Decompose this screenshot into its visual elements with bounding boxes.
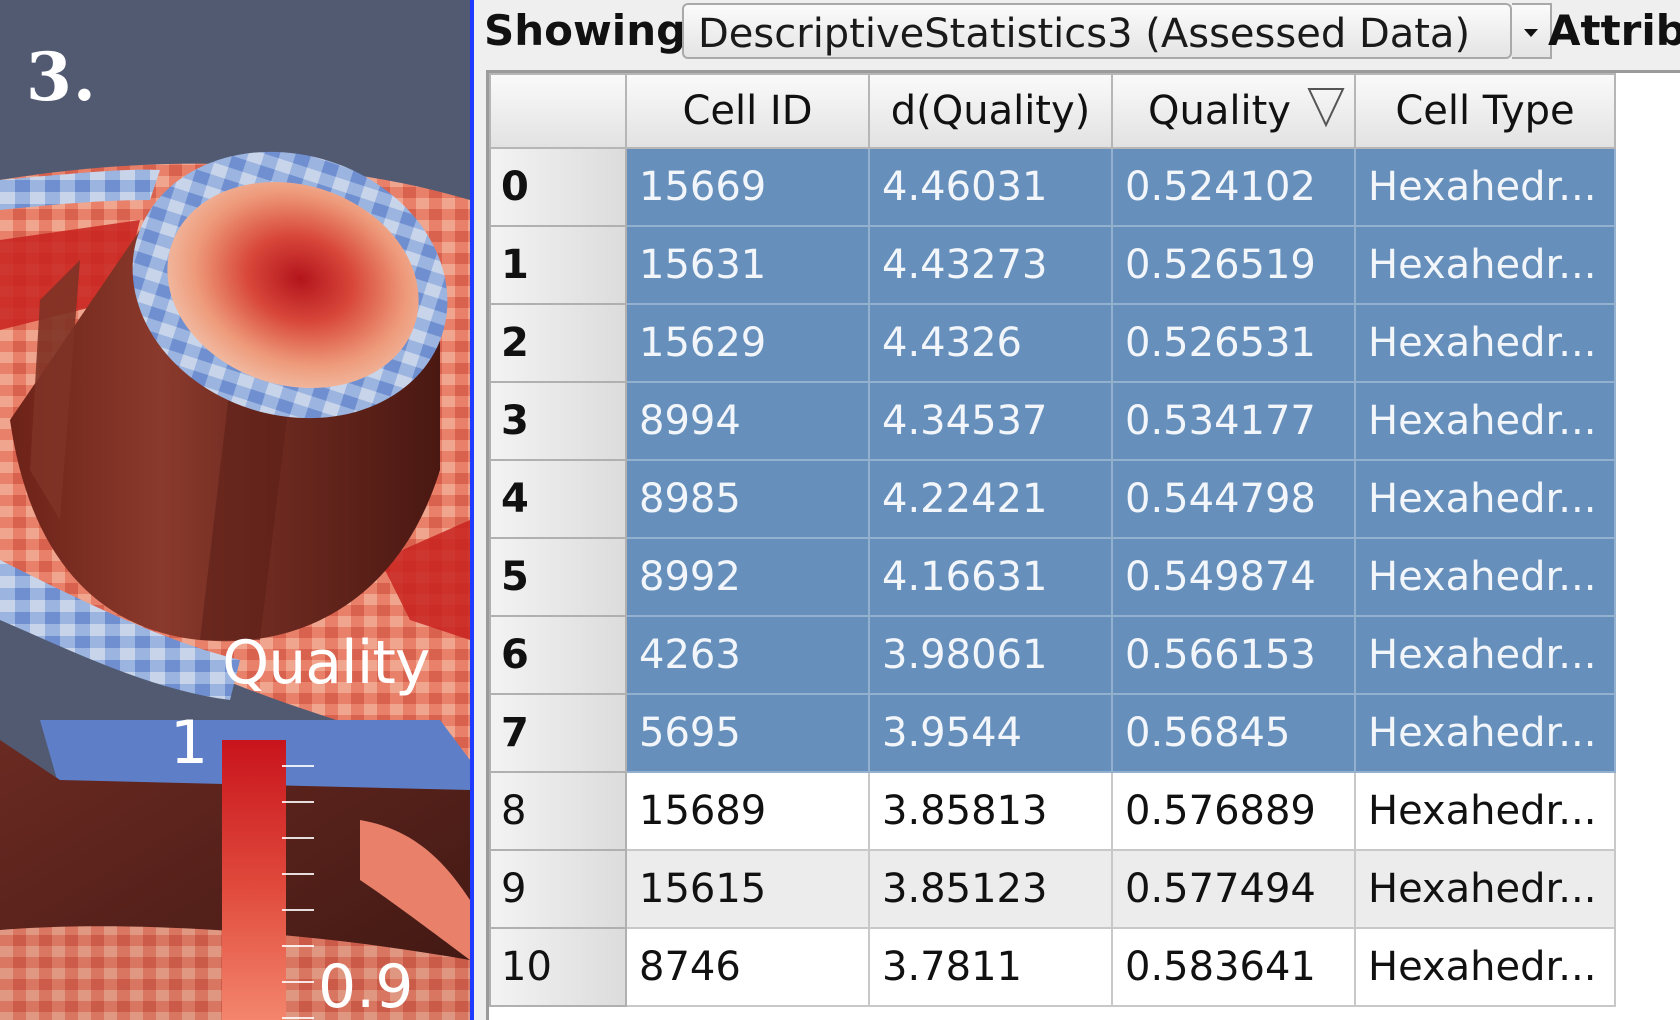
quality-cell[interactable]: 0.526531 — [1111, 303, 1356, 383]
cell-type-cell[interactable]: Hexahedr... — [1354, 303, 1616, 383]
scalar-bar-title: Quality — [222, 628, 430, 698]
table-row[interactable]: 3 8994 4.34537 0.534177 Hexahedr... — [489, 381, 1616, 461]
row-index-cell[interactable]: 2 — [489, 303, 627, 383]
cell-type-cell[interactable]: Hexahedr... — [1354, 459, 1616, 539]
table-row[interactable]: 9 15615 3.85123 0.577494 Hexahedr... — [489, 849, 1616, 929]
attribute-label: Attribu — [1548, 6, 1680, 55]
cell-type-cell[interactable]: Hexahedr... — [1354, 771, 1616, 851]
d-quality-cell[interactable]: 3.9544 — [868, 693, 1113, 773]
scalar-bar-ticks — [282, 765, 314, 1019]
row-index-cell[interactable]: 9 — [489, 849, 627, 929]
cell-id-cell[interactable]: 8992 — [625, 537, 870, 617]
cell-type-cell[interactable]: Hexahedr... — [1354, 615, 1616, 695]
cell-type-cell[interactable]: Hexahedr... — [1354, 537, 1616, 617]
d-quality-cell[interactable]: 3.98061 — [868, 615, 1113, 695]
cell-id-cell[interactable]: 5695 — [625, 693, 870, 773]
d-quality-cell[interactable]: 4.43273 — [868, 225, 1113, 305]
d-quality-cell[interactable]: 4.4326 — [868, 303, 1113, 383]
cell-type-cell[interactable]: Hexahedr... — [1354, 147, 1616, 227]
row-index-cell[interactable]: 6 — [489, 615, 627, 695]
quality-cell[interactable]: 0.576889 — [1111, 771, 1356, 851]
quality-cell[interactable]: 0.583641 — [1111, 927, 1356, 1007]
quality-cell[interactable]: 0.56845 — [1111, 693, 1356, 773]
row-index-cell[interactable]: 5 — [489, 537, 627, 617]
column-header-cell-type[interactable]: Cell Type — [1354, 73, 1616, 149]
cell-id-cell[interactable]: 8985 — [625, 459, 870, 539]
row-index-cell[interactable]: 1 — [489, 225, 627, 305]
data-table-frame[interactable]: Cell ID d(Quality) Quality Cell Type 0 15… — [486, 70, 1680, 1020]
cell-id-cell[interactable]: 8746 — [625, 927, 870, 1007]
spreadsheet-view: Showing DescriptiveStatistics3 (Assessed… — [474, 0, 1680, 1020]
spreadsheet-toolbar: Showing DescriptiveStatistics3 (Assessed… — [474, 0, 1680, 66]
quality-cell[interactable]: 0.524102 — [1111, 147, 1356, 227]
table-row[interactable]: 10 8746 3.7811 0.583641 Hexahedr... — [489, 927, 1616, 1007]
d-quality-cell[interactable]: 4.16631 — [868, 537, 1113, 617]
table-body: 0 15669 4.46031 0.524102 Hexahedr... 1 15631 4.… — [489, 147, 1616, 1007]
chevron-down-icon[interactable] — [1512, 3, 1552, 59]
quality-cell[interactable]: 0.566153 — [1111, 615, 1356, 695]
cell-id-cell[interactable]: 15629 — [625, 303, 870, 383]
cell-type-cell[interactable]: Hexahedr... — [1354, 381, 1616, 461]
step-label: 3. — [26, 38, 97, 116]
cell-type-cell[interactable]: Hexahedr... — [1354, 927, 1616, 1007]
view-splitter[interactable] — [470, 0, 474, 1020]
row-index-header[interactable] — [489, 73, 627, 149]
quality-cell[interactable]: 0.577494 — [1111, 849, 1356, 929]
table-header-row: Cell ID d(Quality) Quality Cell Type — [489, 73, 1616, 149]
table-row[interactable]: 8 15689 3.85813 0.576889 Hexahedr... — [489, 771, 1616, 851]
cell-id-cell[interactable]: 15615 — [625, 849, 870, 929]
source-combobox-value: DescriptiveStatistics3 (Assessed Data) — [698, 11, 1471, 57]
data-table: Cell ID d(Quality) Quality Cell Type 0 15… — [489, 73, 1616, 1007]
d-quality-cell[interactable]: 3.85123 — [868, 849, 1113, 929]
row-index-cell[interactable]: 3 — [489, 381, 627, 461]
scalar-bar-min-label: 0.9 — [318, 952, 414, 1020]
cell-id-cell[interactable]: 8994 — [625, 381, 870, 461]
d-quality-cell[interactable]: 4.46031 — [868, 147, 1113, 227]
sort-descending-icon — [1307, 88, 1345, 128]
quality-cell[interactable]: 0.534177 — [1111, 381, 1356, 461]
table-row[interactable]: 7 5695 3.9544 0.56845 Hexahedr... — [489, 693, 1616, 773]
table-row[interactable]: 1 15631 4.43273 0.526519 Hexahedr... — [489, 225, 1616, 305]
d-quality-cell[interactable]: 4.34537 — [868, 381, 1113, 461]
column-header-cell-id[interactable]: Cell ID — [625, 73, 870, 149]
table-row[interactable]: 6 4263 3.98061 0.566153 Hexahedr... — [489, 615, 1616, 695]
scalar-bar-color-ramp — [222, 740, 286, 1020]
table-row[interactable]: 5 8992 4.16631 0.549874 Hexahedr... — [489, 537, 1616, 617]
row-index-cell[interactable]: 8 — [489, 771, 627, 851]
column-header-d-quality[interactable]: d(Quality) — [868, 73, 1113, 149]
showing-label: Showing — [484, 6, 687, 55]
quality-cell[interactable]: 0.544798 — [1111, 459, 1356, 539]
table-row[interactable]: 2 15629 4.4326 0.526531 Hexahedr... — [489, 303, 1616, 383]
d-quality-cell[interactable]: 4.22421 — [868, 459, 1113, 539]
d-quality-cell[interactable]: 3.85813 — [868, 771, 1113, 851]
render-view[interactable]: 3. Quality 1 0.9 — [0, 0, 470, 1020]
cell-id-cell[interactable]: 15631 — [625, 225, 870, 305]
cell-id-cell[interactable]: 4263 — [625, 615, 870, 695]
cell-id-cell[interactable]: 15689 — [625, 771, 870, 851]
cell-type-cell[interactable]: Hexahedr... — [1354, 693, 1616, 773]
quality-cell[interactable]: 0.526519 — [1111, 225, 1356, 305]
row-index-cell[interactable]: 7 — [489, 693, 627, 773]
row-index-cell[interactable]: 0 — [489, 147, 627, 227]
source-combobox[interactable]: DescriptiveStatistics3 (Assessed Data) — [682, 3, 1512, 59]
mesh-render — [0, 151, 470, 1020]
table-row[interactable]: 0 15669 4.46031 0.524102 Hexahedr... — [489, 147, 1616, 227]
column-header-quality-label: Quality — [1148, 88, 1291, 134]
quality-cell[interactable]: 0.549874 — [1111, 537, 1356, 617]
column-header-quality[interactable]: Quality — [1111, 73, 1356, 149]
row-index-cell[interactable]: 10 — [489, 927, 627, 1007]
row-index-cell[interactable]: 4 — [489, 459, 627, 539]
cell-type-cell[interactable]: Hexahedr... — [1354, 849, 1616, 929]
scalar-bar-max-label: 1 — [170, 708, 209, 778]
table-row[interactable]: 4 8985 4.22421 0.544798 Hexahedr... — [489, 459, 1616, 539]
cell-id-cell[interactable]: 15669 — [625, 147, 870, 227]
cell-type-cell[interactable]: Hexahedr... — [1354, 225, 1616, 305]
d-quality-cell[interactable]: 3.7811 — [868, 927, 1113, 1007]
